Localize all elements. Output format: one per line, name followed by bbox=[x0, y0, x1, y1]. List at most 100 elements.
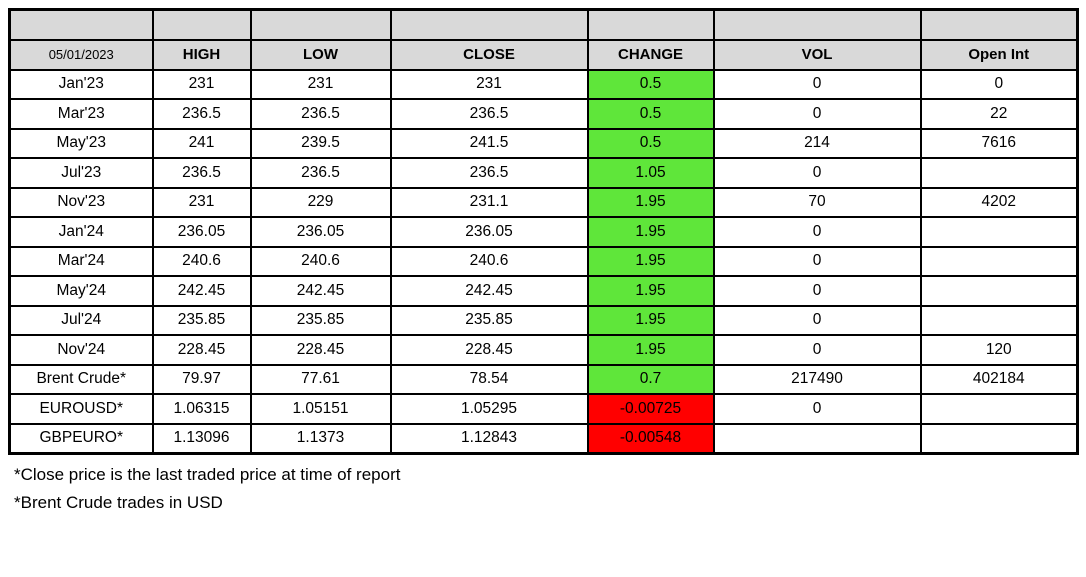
cell-change: 0.5 bbox=[586, 127, 715, 159]
cell-change: 0.5 bbox=[586, 98, 715, 130]
futures-price-table: 05/01/2023 HIGH LOW CLOSE CHANGE VOL Open Int J… bbox=[8, 8, 1079, 455]
cell-low: 242.45 bbox=[249, 275, 392, 307]
cell-high: 236.5 bbox=[151, 157, 252, 189]
column-header-close: CLOSE bbox=[389, 38, 589, 71]
cell-vol: 0 bbox=[712, 98, 922, 130]
cell-vol: 70 bbox=[712, 186, 922, 218]
cell-change: 1.05 bbox=[586, 157, 715, 189]
cell-change: 0.7 bbox=[586, 363, 715, 395]
row-label: EUROUSD* bbox=[8, 393, 154, 425]
cell-high: 235.85 bbox=[151, 304, 252, 336]
cell-high: 236.05 bbox=[151, 216, 252, 248]
cell-close: 236.5 bbox=[389, 98, 589, 130]
table-row: Jul'24 235.85 235.85 235.85 1.95 0 bbox=[8, 304, 1079, 336]
cell-high: 242.45 bbox=[151, 275, 252, 307]
cell-vol: 214 bbox=[712, 127, 922, 159]
cell-low: 1.1373 bbox=[249, 422, 392, 454]
cell-open-int: 0 bbox=[919, 68, 1079, 100]
table-row: GBPEURO* 1.13096 1.1373 1.12843 -0.00548 bbox=[8, 422, 1079, 454]
row-label: Brent Crude* bbox=[8, 363, 154, 395]
column-header-vol: VOL bbox=[712, 38, 922, 71]
cell-low: 229 bbox=[249, 186, 392, 218]
price-table-body: 05/01/2023 HIGH LOW CLOSE CHANGE VOL Open Int J… bbox=[8, 8, 1079, 454]
column-header-change: CHANGE bbox=[586, 38, 715, 71]
spacer-row bbox=[8, 8, 1079, 41]
table-row: May'23 241 239.5 241.5 0.5 214 7616 bbox=[8, 127, 1079, 159]
cell-low: 236.5 bbox=[249, 98, 392, 130]
cell-low: 236.05 bbox=[249, 216, 392, 248]
cell-high: 231 bbox=[151, 186, 252, 218]
cell-close: 1.12843 bbox=[389, 422, 589, 454]
footnotes: *Close price is the last traded price at… bbox=[8, 461, 1086, 517]
column-header-open-int: Open Int bbox=[919, 38, 1079, 71]
cell-change: 1.95 bbox=[586, 245, 715, 277]
cell-close: 241.5 bbox=[389, 127, 589, 159]
column-header-high: HIGH bbox=[151, 38, 252, 71]
cell-vol: 0 bbox=[712, 304, 922, 336]
cell-vol bbox=[712, 422, 922, 454]
cell-close: 242.45 bbox=[389, 275, 589, 307]
cell-change: 1.95 bbox=[586, 334, 715, 366]
cell-high: 236.5 bbox=[151, 98, 252, 130]
cell-open-int bbox=[919, 245, 1079, 277]
cell-open-int bbox=[919, 422, 1079, 454]
cell-vol: 217490 bbox=[712, 363, 922, 395]
table-row: Nov'23 231 229 231.1 1.95 70 4202 bbox=[8, 186, 1079, 218]
row-label: Jul'24 bbox=[8, 304, 154, 336]
cell-open-int: 7616 bbox=[919, 127, 1079, 159]
cell-change: -0.00725 bbox=[586, 393, 715, 425]
cell-low: 231 bbox=[249, 68, 392, 100]
table-row: EUROUSD* 1.06315 1.05151 1.05295 -0.00725 0 bbox=[8, 393, 1079, 425]
cell-vol: 0 bbox=[712, 216, 922, 248]
report-date-header: 05/01/2023 bbox=[8, 38, 154, 71]
cell-close: 231.1 bbox=[389, 186, 589, 218]
cell-low: 239.5 bbox=[249, 127, 392, 159]
footnote-close-price: *Close price is the last traded price at… bbox=[14, 464, 401, 484]
cell-high: 241 bbox=[151, 127, 252, 159]
cell-change: 1.95 bbox=[586, 275, 715, 307]
table-row: Mar'23 236.5 236.5 236.5 0.5 0 22 bbox=[8, 98, 1079, 130]
cell-open-int bbox=[919, 304, 1079, 336]
spacer-cell bbox=[919, 8, 1079, 41]
table-row: Brent Crude* 79.97 77.61 78.54 0.7 217490 4021… bbox=[8, 363, 1079, 395]
table-row: Jul'23 236.5 236.5 236.5 1.05 0 bbox=[8, 157, 1079, 189]
column-header-low: LOW bbox=[249, 38, 392, 71]
row-label: Nov'23 bbox=[8, 186, 154, 218]
table-row: Mar'24 240.6 240.6 240.6 1.95 0 bbox=[8, 245, 1079, 277]
cell-close: 78.54 bbox=[389, 363, 589, 395]
cell-open-int bbox=[919, 275, 1079, 307]
cell-vol: 0 bbox=[712, 334, 922, 366]
cell-open-int: 4202 bbox=[919, 186, 1079, 218]
cell-close: 235.85 bbox=[389, 304, 589, 336]
cell-low: 236.5 bbox=[249, 157, 392, 189]
cell-open-int bbox=[919, 216, 1079, 248]
cell-open-int: 22 bbox=[919, 98, 1079, 130]
cell-vol: 0 bbox=[712, 68, 922, 100]
cell-vol: 0 bbox=[712, 275, 922, 307]
cell-change: -0.00548 bbox=[586, 422, 715, 454]
cell-vol: 0 bbox=[712, 157, 922, 189]
cell-high: 1.13096 bbox=[151, 422, 252, 454]
cell-change: 1.95 bbox=[586, 304, 715, 336]
cell-open-int bbox=[919, 393, 1079, 425]
cell-low: 228.45 bbox=[249, 334, 392, 366]
table-row: Jan'24 236.05 236.05 236.05 1.95 0 bbox=[8, 216, 1079, 248]
cell-change: 1.95 bbox=[586, 216, 715, 248]
cell-high: 228.45 bbox=[151, 334, 252, 366]
cell-low: 77.61 bbox=[249, 363, 392, 395]
cell-open-int bbox=[919, 157, 1079, 189]
cell-change: 1.95 bbox=[586, 186, 715, 218]
row-label: Nov'24 bbox=[8, 334, 154, 366]
spacer-cell bbox=[151, 8, 252, 41]
cell-close: 236.5 bbox=[389, 157, 589, 189]
cell-close: 1.05295 bbox=[389, 393, 589, 425]
cell-high: 1.06315 bbox=[151, 393, 252, 425]
table-row: Nov'24 228.45 228.45 228.45 1.95 0 120 bbox=[8, 334, 1079, 366]
cell-close: 236.05 bbox=[389, 216, 589, 248]
row-label: May'24 bbox=[8, 275, 154, 307]
cell-vol: 0 bbox=[712, 245, 922, 277]
row-label: Mar'23 bbox=[8, 98, 154, 130]
spacer-cell bbox=[8, 8, 154, 41]
spacer-cell bbox=[586, 8, 715, 41]
row-label: Mar'24 bbox=[8, 245, 154, 277]
